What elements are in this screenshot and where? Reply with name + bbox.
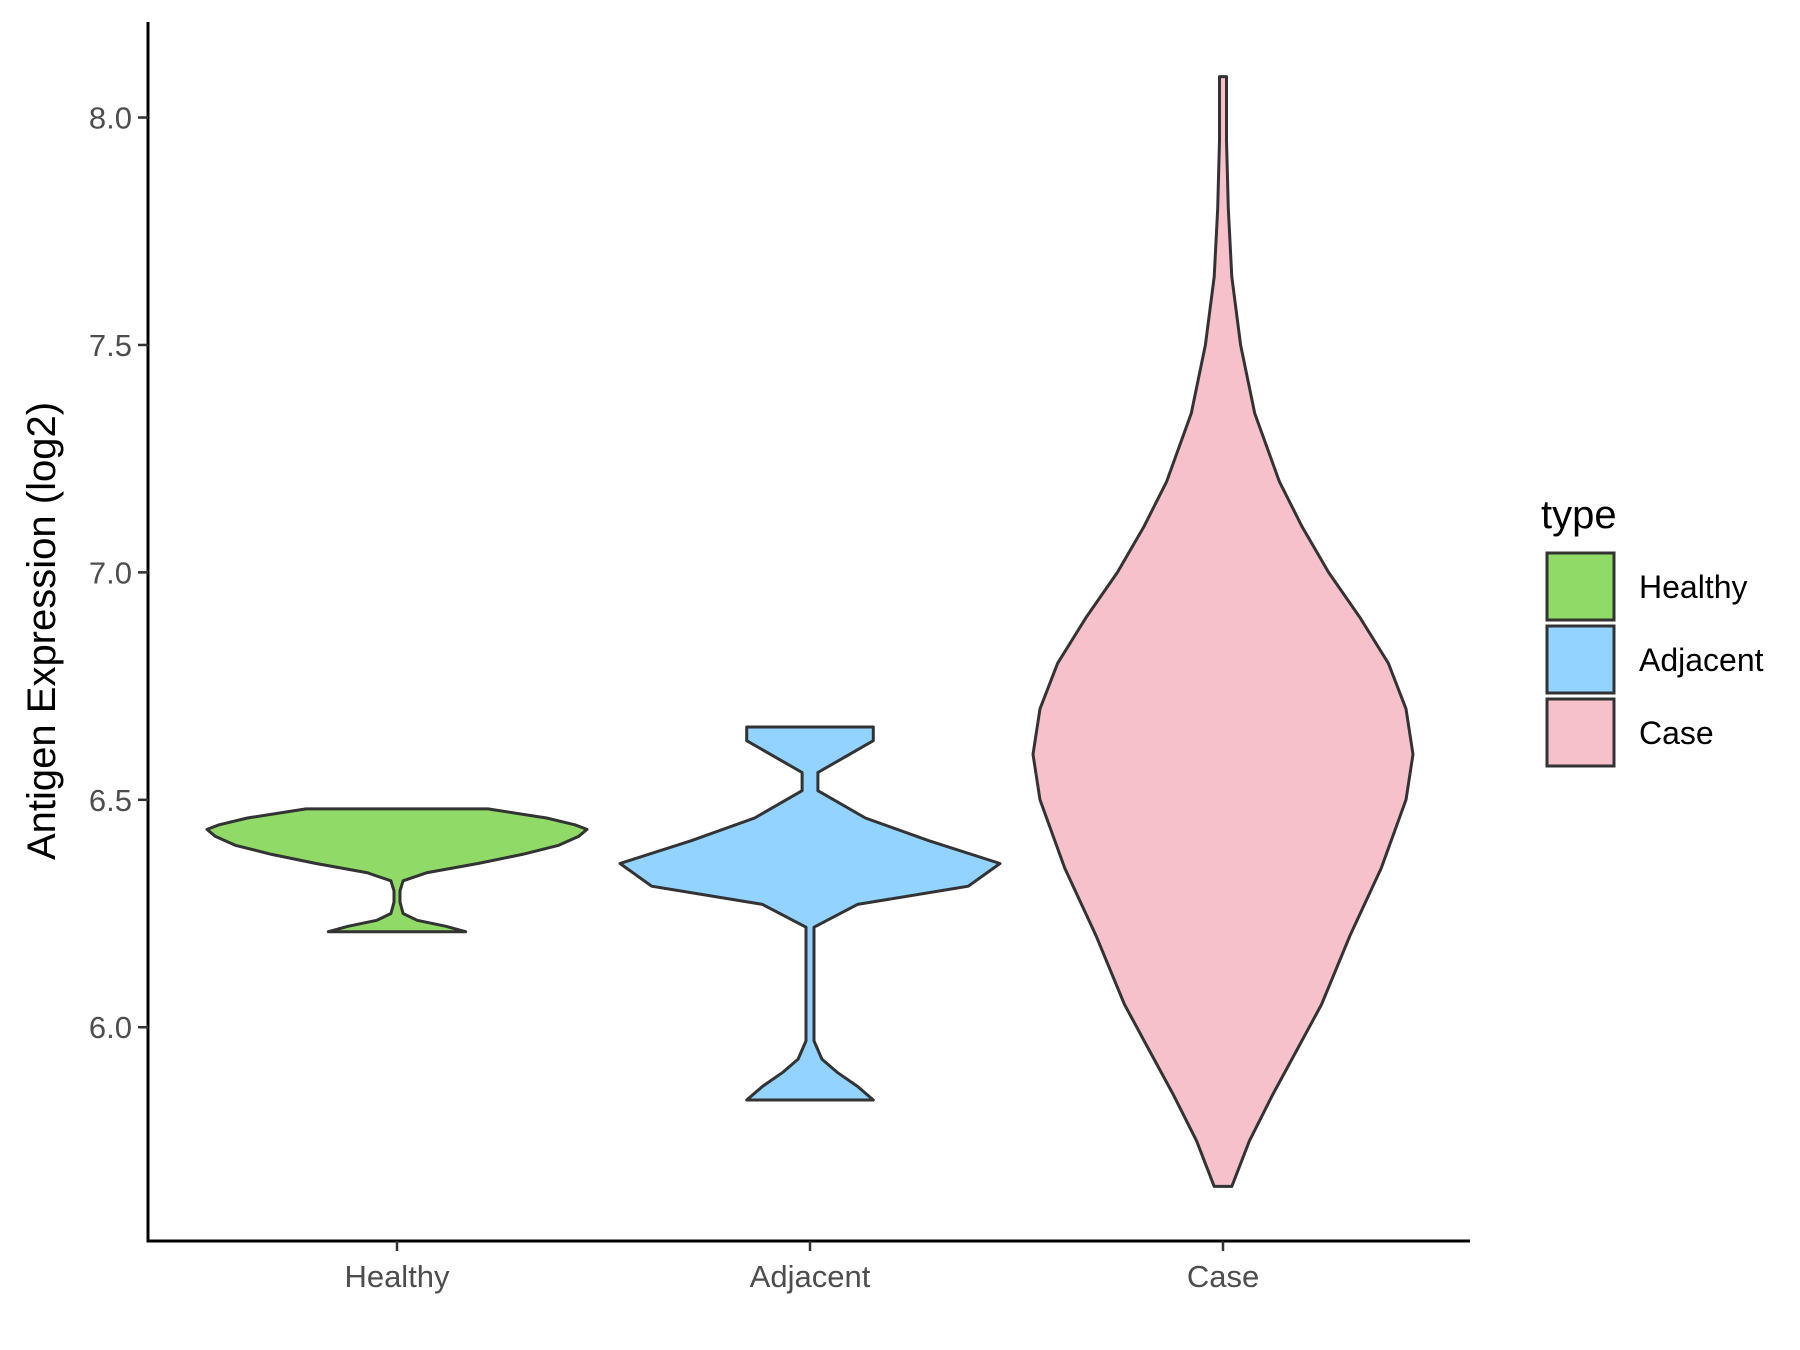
y-tick-label: 6.5 bbox=[89, 783, 132, 818]
legend: type Healthy Adjacent Case bbox=[1541, 493, 1764, 768]
legend-key-case bbox=[1545, 697, 1616, 768]
legend-key-adjacent bbox=[1545, 624, 1616, 695]
legend-label-adjacent: Adjacent bbox=[1639, 642, 1764, 678]
y-tick-label: 7.5 bbox=[89, 328, 132, 363]
y-axis-ticks: 6.0 6.5 7.0 7.5 8.0 bbox=[89, 101, 148, 1045]
y-tick-label: 7.0 bbox=[89, 555, 132, 590]
y-axis-title: Antigen Expression (log2) bbox=[20, 402, 64, 860]
x-tick-label-case: Case bbox=[1187, 1259, 1259, 1294]
violin-layer bbox=[205, 75, 1415, 1188]
y-tick-label: 6.0 bbox=[89, 1010, 132, 1045]
x-axis-ticks: Healthy Adjacent Case bbox=[344, 1241, 1259, 1294]
violin-healthy bbox=[205, 807, 589, 934]
legend-title: type bbox=[1541, 493, 1617, 537]
y-tick-label: 8.0 bbox=[89, 101, 132, 136]
legend-label-healthy: Healthy bbox=[1639, 569, 1748, 605]
violin-case bbox=[1031, 75, 1415, 1188]
legend-key-healthy bbox=[1545, 551, 1616, 622]
legend-label-case: Case bbox=[1639, 715, 1714, 751]
x-tick-label-healthy: Healthy bbox=[344, 1259, 450, 1294]
x-tick-label-adjacent: Adjacent bbox=[750, 1259, 871, 1294]
violin-adjacent bbox=[618, 725, 1002, 1102]
